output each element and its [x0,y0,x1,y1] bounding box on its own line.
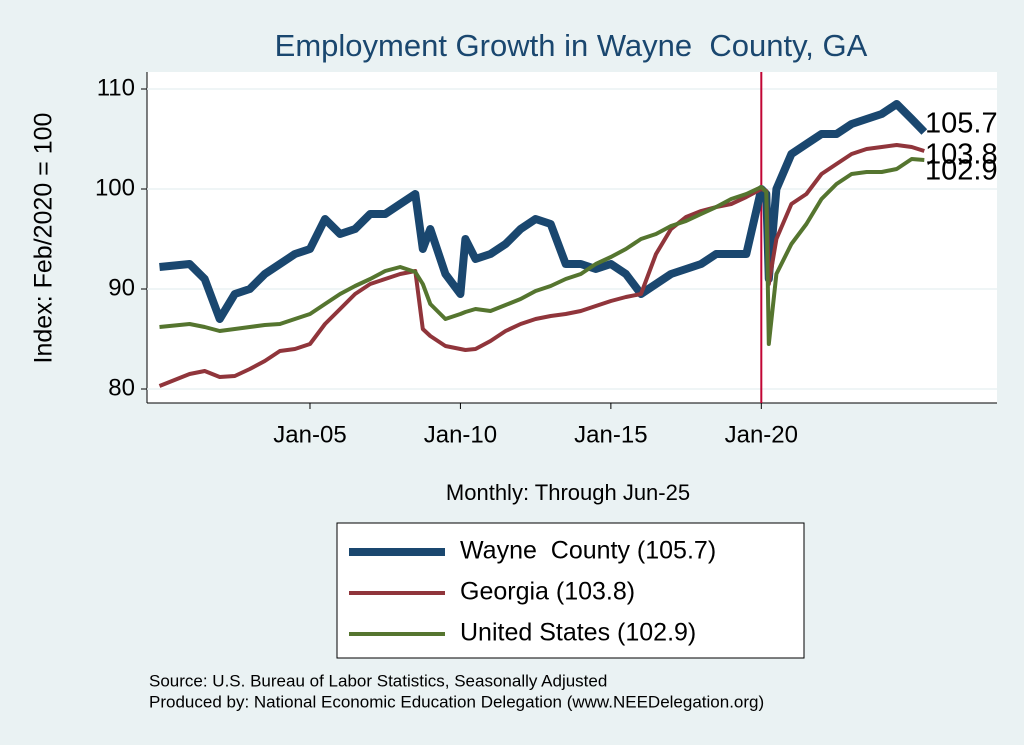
end-label: 105.7 [925,108,998,140]
legend-label: United States (102.9) [460,619,696,647]
y-axis-title: Index: Feb/2020 = 100 [30,113,58,364]
chart-title: Employment Growth in Wayne County, GA [275,28,868,63]
end-label: 103.8 [925,139,998,171]
end-label: 102.9 [925,155,998,187]
legend-label: Georgia (103.8) [460,578,635,606]
series-line [159,157,925,346]
x-tick-label: Jan-10 [424,421,497,448]
y-tick-label: 90 [108,274,135,301]
x-axis-title: Monthly: Through Jun-25 [446,480,690,505]
y-tick-label: 80 [108,374,135,401]
source-note: Source: U.S. Bureau of Labor Statistics,… [149,671,607,690]
series-line [159,100,928,323]
x-tick-label: Jan-20 [725,421,798,448]
legend-label: Wayne County (105.7) [460,537,716,565]
series-line [158,143,925,388]
x-tick-label: Jan-05 [273,421,346,448]
x-tick-label: Jan-15 [574,421,647,448]
producer-note: Produced by: National Economic Education… [149,692,764,711]
y-tick-label: 110 [97,74,135,101]
y-tick-label: 100 [95,174,135,201]
